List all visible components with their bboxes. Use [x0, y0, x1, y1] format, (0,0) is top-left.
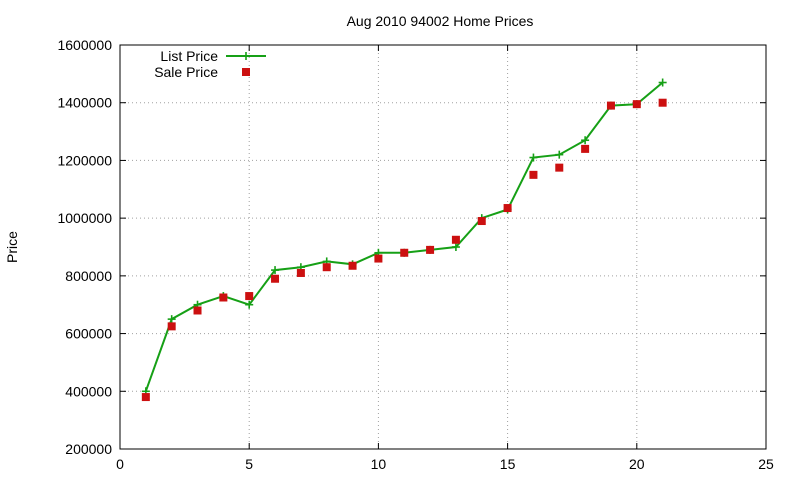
sale-price-point: [503, 204, 512, 213]
sale-price-point: [400, 248, 409, 257]
grid: [120, 45, 766, 449]
list-price-point: [529, 153, 538, 162]
x-tick-label: 20: [629, 456, 645, 472]
sale-price-point: [632, 100, 641, 109]
x-tick-label: 15: [500, 456, 516, 472]
sale-price-point: [374, 254, 383, 263]
series: [141, 78, 667, 402]
x-tick-label: 5: [245, 456, 253, 472]
sale-price-point: [451, 235, 460, 244]
sale-price-point: [322, 263, 331, 272]
sale-price-point: [529, 170, 538, 179]
sale-price-point: [348, 261, 357, 270]
y-tick-label: 400000: [65, 383, 112, 399]
sale-price-point: [296, 268, 305, 277]
y-tick-label: 1400000: [57, 95, 112, 111]
y-tick-label: 1200000: [57, 152, 112, 168]
legend-label: Sale Price: [154, 64, 218, 80]
list-price-point: [167, 315, 176, 324]
list-price-line: [144, 81, 664, 392]
x-tick-label: 25: [758, 456, 774, 472]
legend-label: List Price: [160, 48, 218, 64]
legend-cross-swatch: [242, 52, 250, 60]
sale-price-point: [245, 292, 254, 301]
x-tick-label: 10: [371, 456, 387, 472]
sale-price-point: [271, 274, 280, 283]
sale-price-point: [141, 393, 150, 402]
sale-price-point: [606, 101, 615, 110]
sale-price-point: [219, 293, 228, 302]
sale-price-point: [167, 322, 176, 331]
series-sale-price: [141, 98, 667, 402]
y-tick-label: 200000: [65, 441, 112, 457]
y-axis-label: Price: [4, 231, 20, 263]
sale-price-point: [658, 98, 667, 107]
sale-price-point: [426, 245, 435, 254]
legend-square-swatch: [242, 68, 250, 76]
list-price-point: [581, 136, 590, 145]
sale-price-point: [555, 163, 564, 172]
list-price-point: [658, 78, 667, 87]
axis-ticks: 0 5 10 15 20 25 200000 400000 600000 800000 100000…: [57, 37, 774, 472]
list-price-point: [245, 300, 254, 309]
y-tick-label: 800000: [65, 268, 112, 284]
x-tick-label: 0: [116, 456, 124, 472]
sale-price-point: [193, 306, 202, 315]
y-tick-label: 1600000: [57, 37, 112, 53]
plot-frame: [119, 44, 767, 450]
y-tick-label: 600000: [65, 326, 112, 342]
list-price-point: [451, 243, 460, 251]
list-price-point: [271, 266, 280, 275]
chart-title: Aug 2010 94002 Home Prices: [347, 13, 534, 29]
series-list-price: [141, 78, 667, 396]
list-price-point: [555, 150, 564, 159]
y-tick-label: 1000000: [57, 210, 112, 226]
sale-price-point: [477, 217, 486, 226]
sale-price-point: [581, 144, 590, 153]
